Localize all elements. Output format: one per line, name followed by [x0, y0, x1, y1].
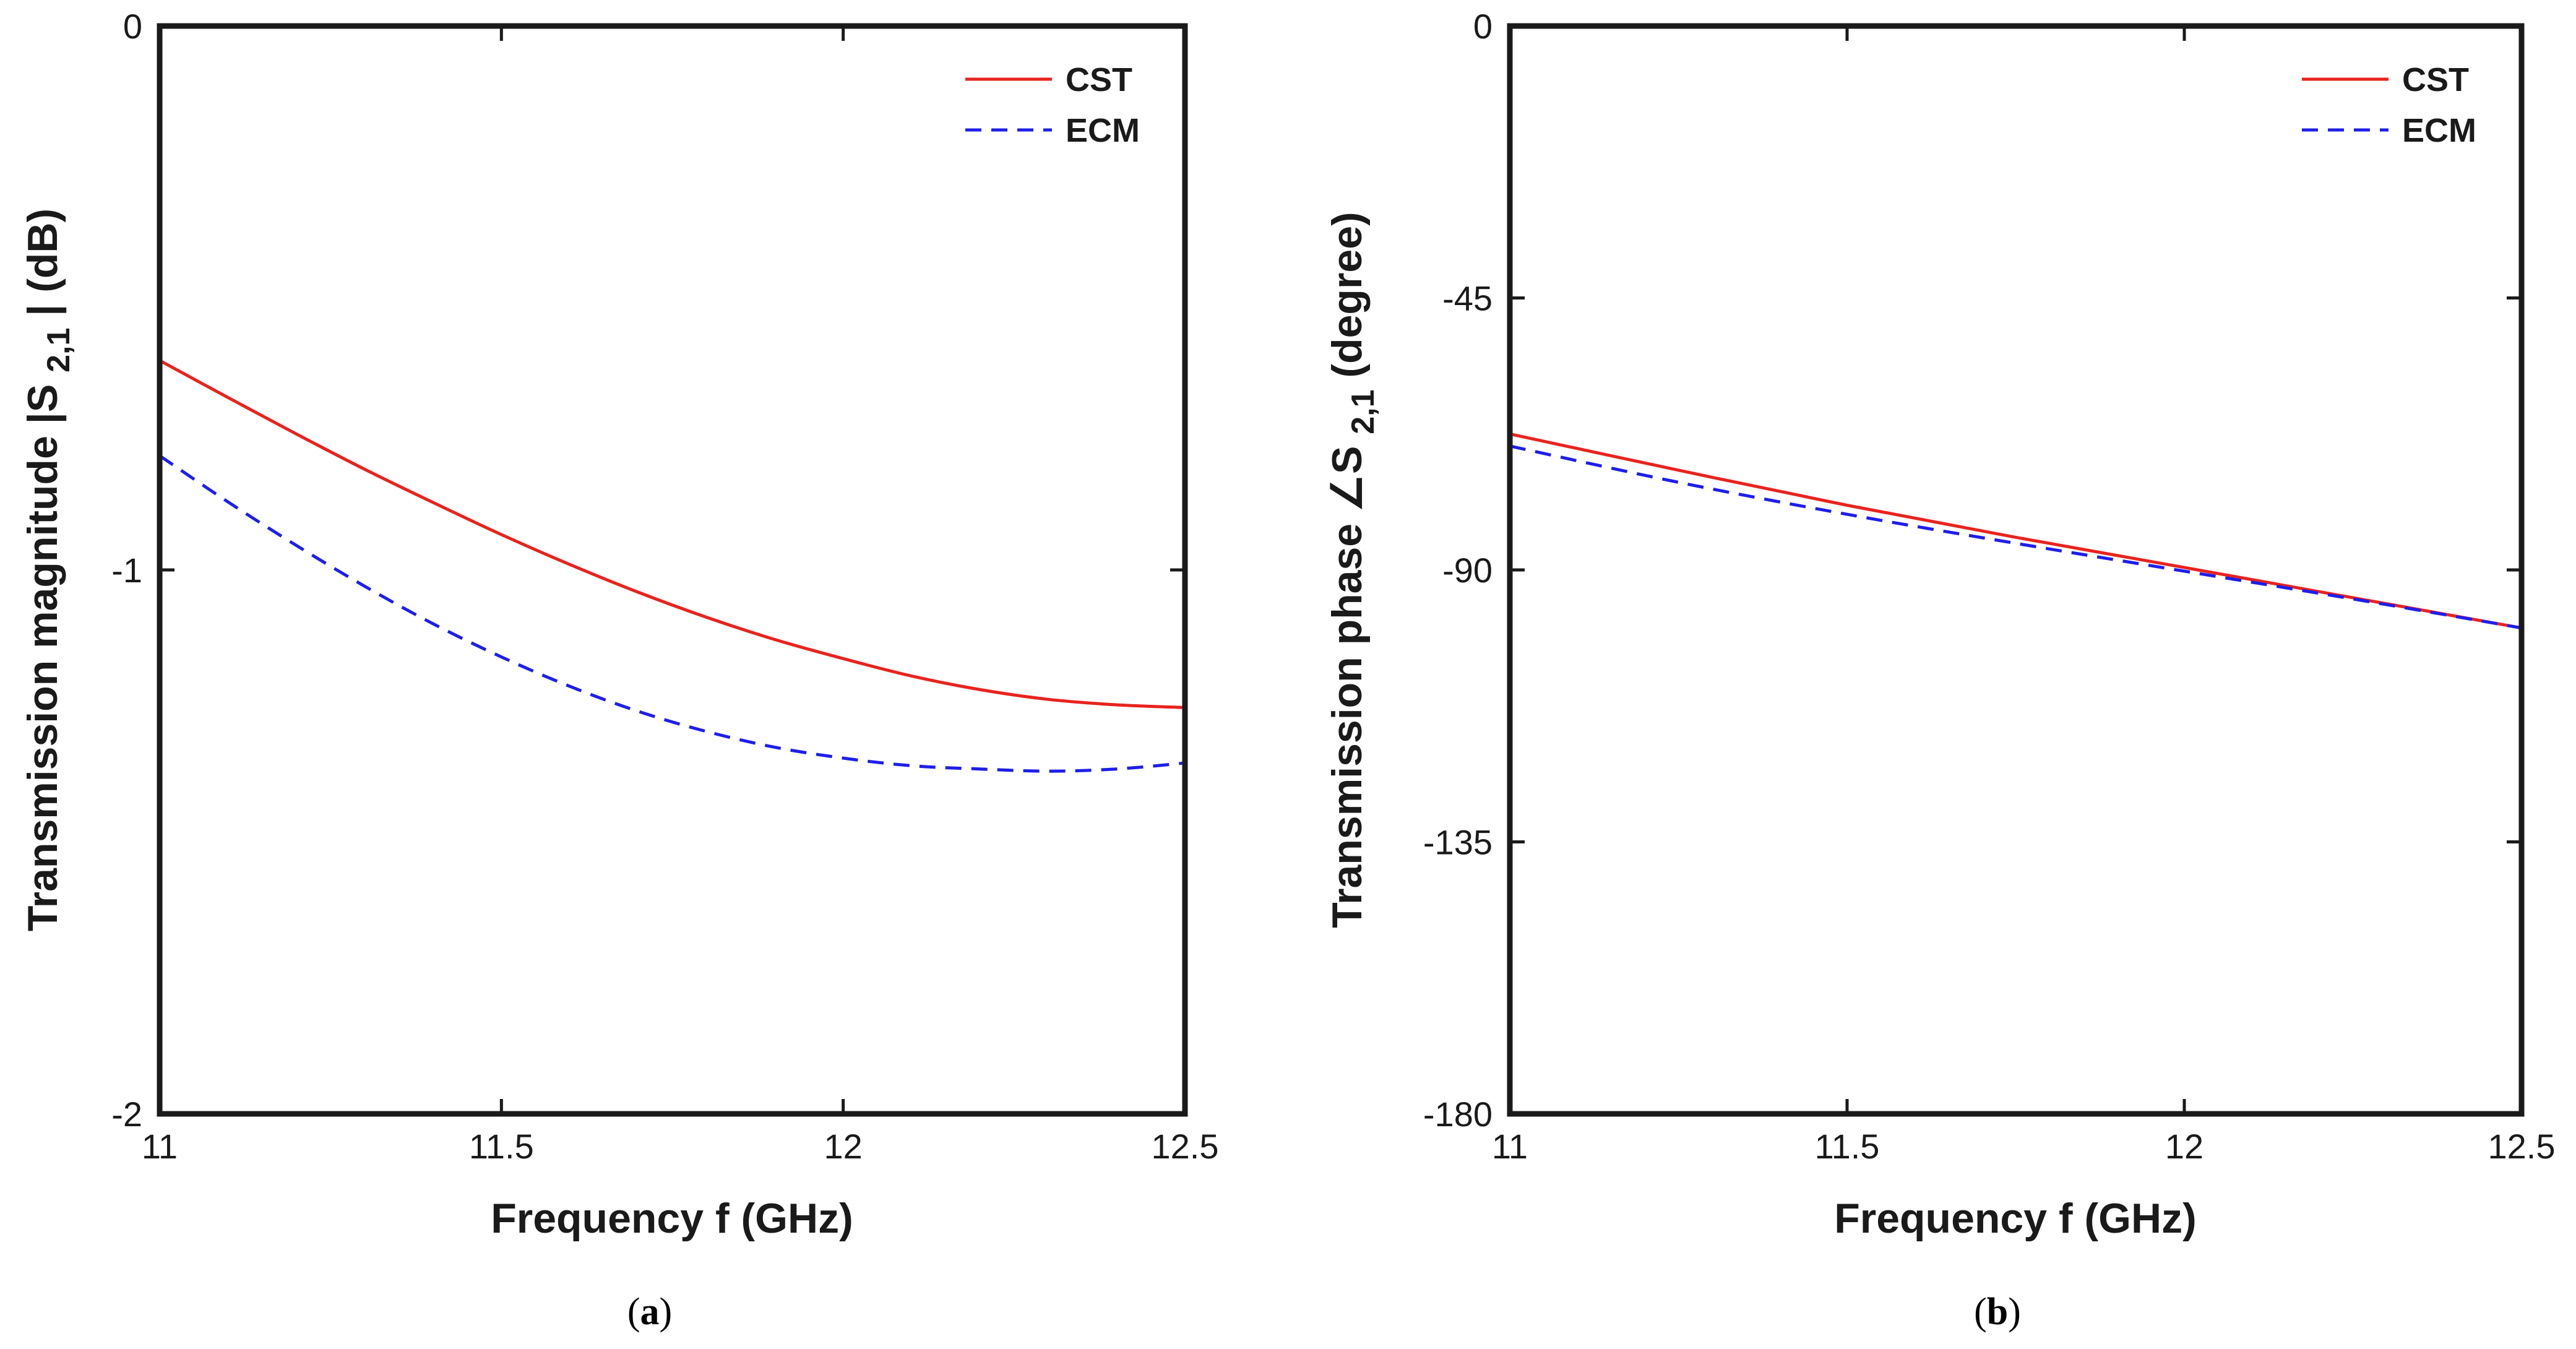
- panel-a-x-tick-label: 11: [142, 1127, 178, 1166]
- panel-a-legend: CST ECM: [965, 61, 1140, 149]
- panel-a-caption: (a): [627, 1291, 672, 1333]
- panel-a-caption-close: ): [660, 1291, 673, 1333]
- panel-b-legend-ecm-label: ECM: [2402, 112, 2476, 149]
- panel-a-x-tick-label: 11.5: [469, 1127, 534, 1166]
- panel-b-y-axis-label-suffix: (degree): [1324, 212, 1371, 377]
- panel-b-y-tick-label: -90: [1442, 551, 1493, 590]
- panel-b-x-tick-label: 11.5: [1815, 1127, 1880, 1166]
- panel-b-tick-layer: 11 11.5 12 12.5 -180 -135 -90 -45 0: [1423, 7, 2556, 1166]
- panel-b-x-tick-label: 12: [2165, 1127, 2203, 1166]
- panel-a-caption-letter: a: [640, 1291, 660, 1333]
- panel-a-series-cst-line: [158, 359, 1186, 709]
- panel-b-caption-close: ): [2008, 1291, 2021, 1333]
- panel-b-y-tick-label: -45: [1442, 279, 1493, 318]
- panel-a-caption-open: (: [627, 1291, 640, 1333]
- panel-a-y-axis-label: Transmission magnitude |S 2,1 | (dB): [19, 209, 79, 931]
- panel-a-magnitude-chart: 11 11.5 12 12.5 -2 -1 0 CST ECM Frequency f (G…: [19, 7, 1219, 1333]
- panel-a-y-axis-label-prefix: Transmission magnitude |S: [19, 384, 67, 931]
- panel-b-x-tick-label: 12.5: [2488, 1127, 2556, 1166]
- panel-a-axes-box: [157, 23, 1188, 1117]
- panel-a-series-layer: [158, 359, 1186, 773]
- panel-a-tick-layer: 11 11.5 12 12.5 -2 -1 0: [111, 7, 1218, 1166]
- panel-b-y-axis-label-prefix: Transmission phase ∠S: [1324, 446, 1371, 928]
- panel-a-legend-cst-label: CST: [1066, 61, 1132, 98]
- panel-a-y-axis-label-subscript: 2,1: [41, 328, 77, 373]
- panel-b-x-axis-label: Frequency f (GHz): [1834, 1195, 2197, 1242]
- panel-a-y-tick-label: -2: [111, 1095, 142, 1134]
- panel-b-axes-box: [1507, 23, 2525, 1117]
- panel-b-legend: CST ECM: [2302, 61, 2476, 149]
- panel-b-caption: (b): [1974, 1291, 2021, 1333]
- panel-a-legend-ecm-label: ECM: [1066, 112, 1140, 149]
- panel-a-y-tick-label: -1: [111, 551, 142, 590]
- panel-a-y-tick-label: 0: [123, 7, 142, 46]
- panel-b-y-axis-label-subscript: 2,1: [1345, 389, 1381, 434]
- panel-b-phase-chart: 11 11.5 12 12.5 -180 -135 -90 -45 0 CST ECM Freq…: [1324, 7, 2556, 1333]
- panel-b-caption-letter: b: [1987, 1291, 2008, 1333]
- panel-b-x-tick-label: 11: [1492, 1127, 1528, 1166]
- panel-a-series-ecm-line: [158, 454, 1186, 773]
- panel-a-x-tick-label: 12: [824, 1127, 863, 1166]
- panel-b-series-cst-line: [1509, 432, 2522, 630]
- panel-b-series-layer: [1509, 432, 2522, 630]
- panel-b-caption-open: (: [1974, 1291, 1987, 1333]
- panel-b-y-tick-label: -180: [1423, 1095, 1493, 1134]
- panel-a-x-axis-label: Frequency f (GHz): [491, 1195, 853, 1242]
- panel-a-x-tick-label: 12.5: [1152, 1127, 1219, 1166]
- panel-b-y-tick-label: 0: [1473, 7, 1493, 46]
- panel-b-y-axis-label: Transmission phase ∠S 2,1 (degree): [1324, 212, 1383, 928]
- panel-b-y-tick-label: -135: [1423, 823, 1493, 862]
- panel-b-legend-cst-label: CST: [2402, 61, 2469, 98]
- panel-a-y-axis-label-suffix: | (dB): [19, 209, 67, 316]
